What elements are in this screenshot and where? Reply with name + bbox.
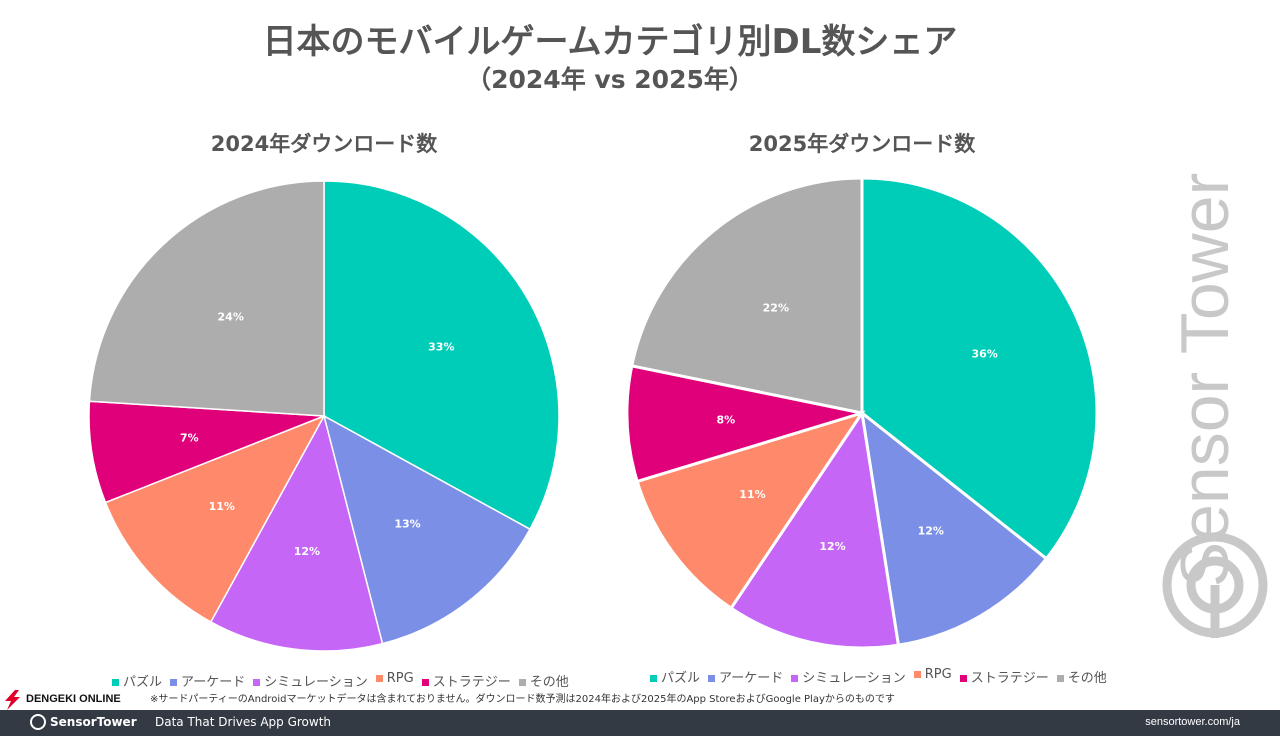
pie-slice-1-3 — [635, 410, 866, 611]
dengeki-logo-text: DENGEKI ONLINE — [26, 693, 121, 705]
legend-swatch — [959, 675, 967, 682]
data-label: 22% — [763, 301, 789, 314]
legend-label: ストラテジー — [970, 671, 1049, 686]
legend-label: アーケード — [719, 671, 784, 686]
pie-slice-0-1 — [322, 414, 531, 645]
legend-swatch — [913, 671, 921, 678]
footer-tagline: Data That Drives App Growth — [155, 715, 332, 729]
data-label: 12% — [918, 525, 944, 538]
legend-swatch — [375, 675, 383, 682]
lightning-icon — [5, 690, 20, 710]
footnote: ※サードパーティーのAndroidマーケットデータは含まれておりません。ダウンロ… — [150, 694, 895, 705]
legend-label: その他 — [1067, 671, 1107, 686]
chart-title-2024: 2024年ダウンロード数 — [210, 132, 438, 156]
legend-label: シミュレーション — [802, 671, 906, 686]
legend-swatch — [518, 679, 526, 686]
dengeki-online-watermark: DENGEKI ONLINE — [0, 690, 140, 710]
data-label: 11% — [209, 500, 235, 513]
legend-item: その他 — [518, 671, 569, 690]
pie-slice-0-4 — [88, 400, 325, 504]
legend-swatch — [1056, 675, 1064, 682]
legend-swatch — [170, 679, 178, 686]
footer: SensorTower Data That Drives App Growth … — [0, 710, 1280, 736]
legend-item: ストラテジー — [959, 667, 1049, 686]
legend-label: ストラテジー — [432, 675, 511, 690]
legend-item: RPG — [913, 667, 952, 686]
legend-swatch — [253, 679, 261, 686]
legend-label: パズル — [661, 671, 701, 686]
legend-label: その他 — [529, 675, 569, 690]
legend-swatch — [650, 675, 657, 682]
data-label: 7% — [180, 431, 199, 444]
legend-item: アーケード — [708, 667, 783, 686]
pie-slice-1-1 — [859, 409, 1049, 647]
data-label: 33% — [428, 341, 454, 354]
data-label: 24% — [218, 311, 244, 324]
legend-swatch — [421, 679, 429, 686]
legend-swatch — [112, 679, 119, 686]
legend-item: ストラテジー — [421, 671, 511, 690]
pie-slice-0-3 — [104, 414, 326, 623]
legend-label: RPG — [924, 667, 952, 682]
sensor-tower-watermark: Sensor Tower — [1167, 172, 1243, 588]
pie-slice-0-2 — [209, 413, 384, 652]
data-label: 12% — [294, 545, 320, 558]
sensor-tower-logo-icon — [1162, 532, 1268, 638]
legend-label: シミュレーション — [264, 675, 368, 690]
pie-slice-1-2 — [728, 408, 901, 650]
page-subtitle: （2024年 vs 2025年） — [466, 65, 754, 94]
legend-item: シミュレーション — [253, 671, 368, 690]
data-label: 8% — [717, 413, 736, 426]
data-label: 12% — [819, 540, 845, 553]
legend-item: その他 — [1056, 667, 1107, 686]
pie-slice-0-5 — [88, 180, 325, 417]
legend-item: パズル — [112, 671, 162, 690]
chart-title-2025: 2025年ダウンロード数 — [748, 132, 976, 156]
footer-brand: SensorTower — [50, 715, 137, 729]
footer-url[interactable]: sensortower.com/ja — [1145, 716, 1240, 728]
data-label: 11% — [739, 488, 765, 501]
legend-swatch — [708, 675, 716, 682]
legend-2025: パズル アーケード シミュレーション RPG ストラテジー その他 — [650, 667, 1107, 686]
legend-item: アーケード — [170, 671, 245, 690]
pie-slice-1-4 — [625, 364, 863, 484]
legend-item: パズル — [650, 667, 700, 686]
pie-slice-1-5 — [630, 176, 864, 415]
pie-slice-0-0 — [323, 180, 560, 531]
legend-item: シミュレーション — [791, 667, 906, 686]
legend-label: アーケード — [181, 675, 246, 690]
data-label: 13% — [394, 518, 420, 531]
legend-2024: パズル アーケード シミュレーション RPG ストラテジー その他 — [112, 671, 569, 690]
legend-swatch — [791, 675, 799, 682]
sensor-tower-footer-icon — [30, 714, 46, 730]
data-label: 36% — [971, 348, 997, 361]
legend-label: RPG — [386, 671, 414, 686]
page-title: 日本のモバイルゲームカテゴリ別DL数シェア — [262, 22, 958, 62]
legend-item: RPG — [375, 671, 414, 690]
pie-slice-1-0 — [860, 176, 1099, 561]
legend-label: パズル — [123, 675, 163, 690]
